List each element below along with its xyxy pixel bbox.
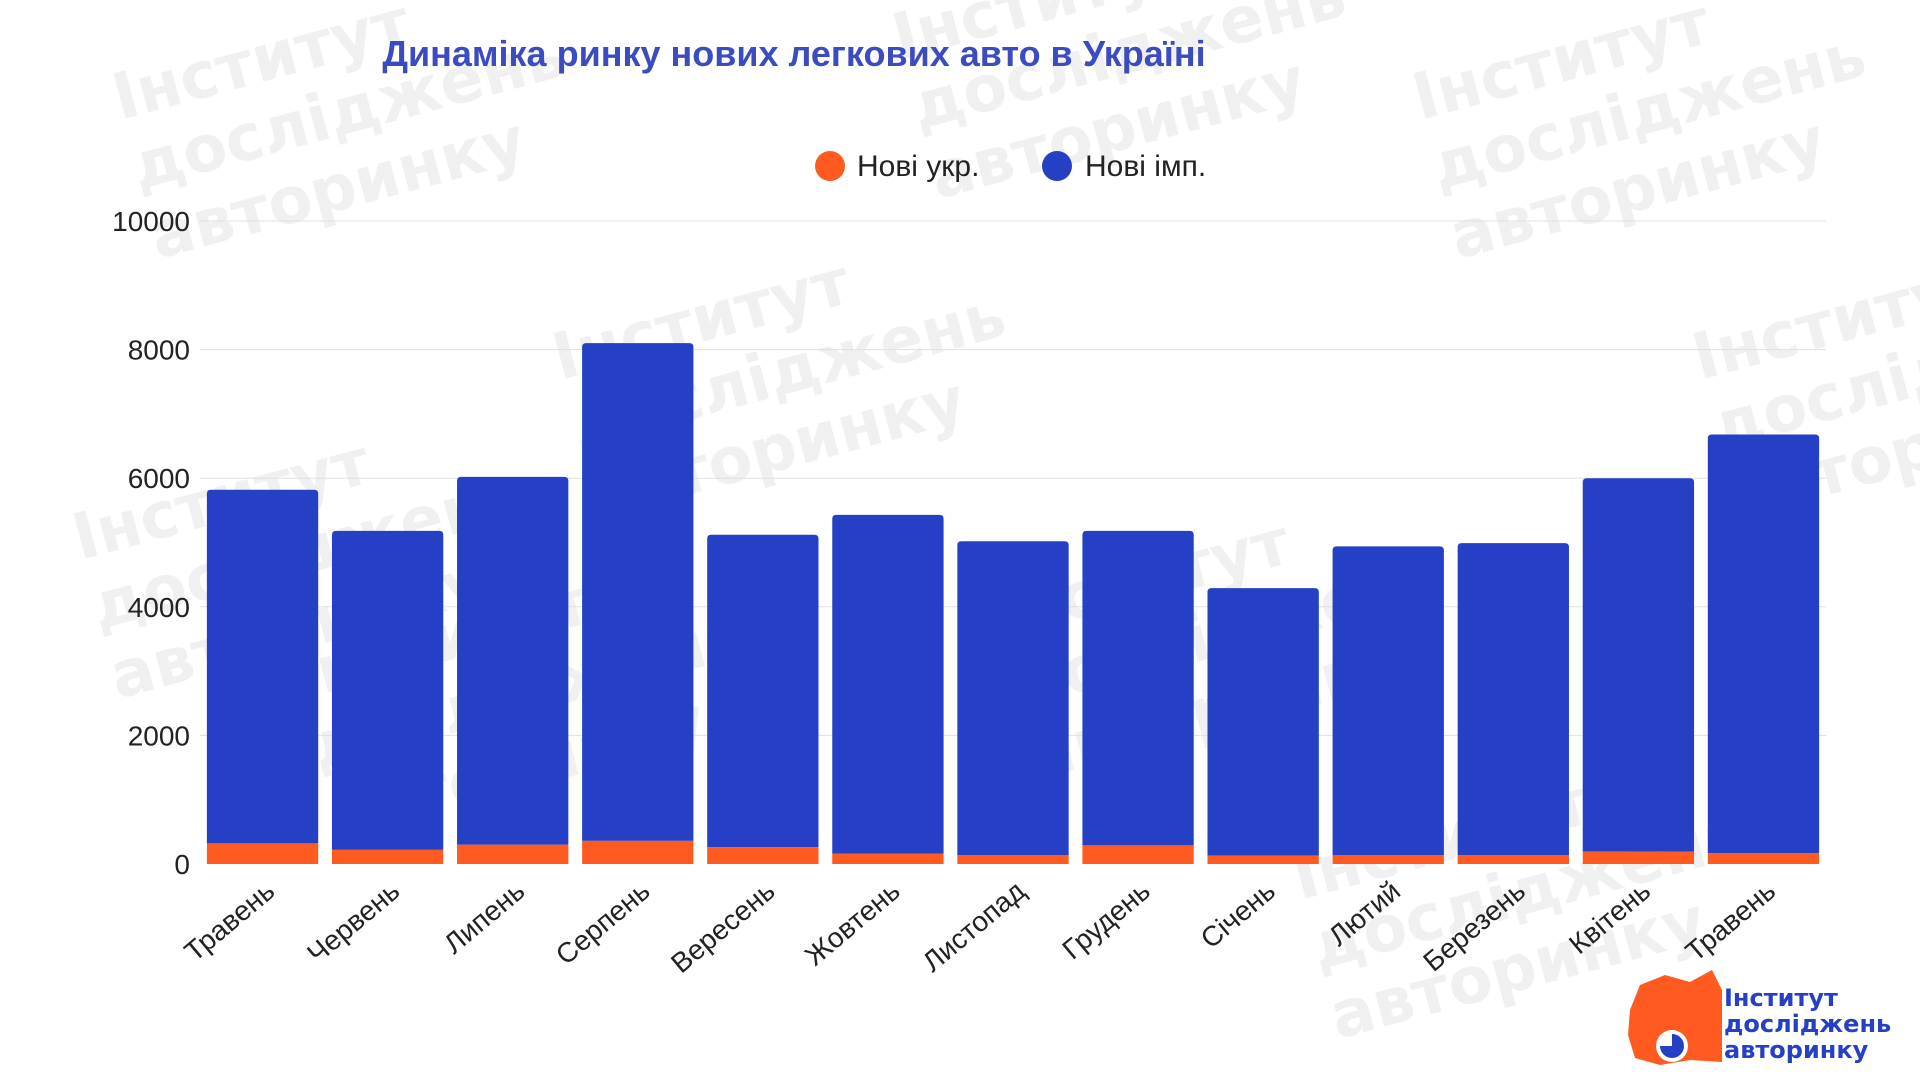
x-tick-label: Жовтень: [799, 875, 906, 972]
bar-group: [1707, 434, 1820, 864]
bar-segment-imp: [582, 343, 694, 841]
x-tick-label: Вересень: [665, 875, 781, 979]
bar-segment-ukr: [582, 840, 694, 864]
x-tick-label: Червень: [301, 875, 405, 969]
y-tick-label: 6000: [128, 463, 190, 494]
bar-segment-ukr: [1582, 851, 1695, 864]
x-tick-label: Травень: [179, 875, 281, 967]
y-axis: 0 2000 4000 6000 8000 10000: [112, 206, 190, 880]
bar-segment-imp: [1707, 434, 1820, 854]
y-tick-label: 0: [174, 849, 190, 880]
logo-line-3: авторинку: [1724, 1036, 1869, 1064]
y-tick-label: 8000: [128, 335, 190, 366]
bar-segment-imp: [1082, 530, 1194, 846]
bar-group: [206, 489, 319, 864]
bar-segment-ukr: [457, 844, 569, 864]
legend-label-ukr: Нові укр.: [857, 150, 979, 183]
bars: [206, 343, 1820, 864]
bar-group: [1457, 543, 1569, 864]
legend-marker-imp: [1042, 151, 1072, 181]
bar-segment-imp: [707, 534, 819, 848]
x-tick-label: Липень: [438, 875, 531, 960]
y-tick-label: 2000: [128, 720, 190, 751]
bar-segment-imp: [957, 541, 1069, 855]
bar-group: [1082, 530, 1194, 864]
bar-segment-ukr: [957, 854, 1069, 864]
legend: Нові укр. Нові імп.: [815, 150, 1206, 183]
bar-group: [1207, 588, 1319, 864]
bar-group: [832, 514, 944, 864]
logo: Інститут досліджень авторинку: [1628, 970, 1891, 1065]
bar-segment-ukr: [206, 843, 319, 864]
logo-line-2: досліджень: [1724, 1010, 1891, 1038]
bar-segment-imp: [1332, 546, 1444, 855]
bar-segment-imp: [206, 489, 319, 844]
bar-group: [1582, 478, 1695, 864]
bar-segment-imp: [331, 530, 444, 850]
bar-segment-imp: [832, 514, 944, 854]
bar-segment-ukr: [707, 847, 819, 864]
x-tick-label: Серпень: [550, 875, 656, 971]
logo-map-icon: [1628, 970, 1722, 1065]
bar-segment-imp: [1207, 588, 1319, 856]
bar-segment-ukr: [1082, 845, 1194, 864]
bar-segment-ukr: [832, 853, 944, 864]
bar-group: [582, 343, 694, 864]
x-tick-label: Січень: [1195, 875, 1281, 954]
bar-segment-ukr: [1332, 854, 1444, 864]
x-tick-label: Листопад: [917, 875, 1031, 978]
bar-group: [331, 530, 444, 864]
bar-segment-ukr: [1207, 855, 1319, 864]
x-tick-label: Грудень: [1056, 875, 1156, 966]
chart-title: Динаміка ринку нових легкових авто в Укр…: [382, 33, 1205, 74]
bar-segment-imp: [457, 476, 569, 845]
y-tick-label: 4000: [128, 592, 190, 623]
bar-group: [707, 534, 819, 864]
legend-marker-ukr: [815, 151, 845, 181]
logo-line-1: Інститут: [1724, 984, 1838, 1012]
bar-segment-ukr: [1457, 854, 1569, 864]
bar-segment-ukr: [331, 849, 444, 864]
bar-segment-imp: [1582, 478, 1695, 852]
bar-group: [1332, 546, 1444, 864]
bar-segment-imp: [1457, 543, 1569, 855]
logo-pie-slice: [1660, 1034, 1684, 1058]
legend-label-imp: Нові імп.: [1085, 150, 1206, 183]
bar-group: [957, 541, 1069, 864]
bar-segment-ukr: [1707, 853, 1820, 864]
bar-group: [457, 476, 569, 864]
y-tick-label: 10000: [112, 206, 190, 237]
